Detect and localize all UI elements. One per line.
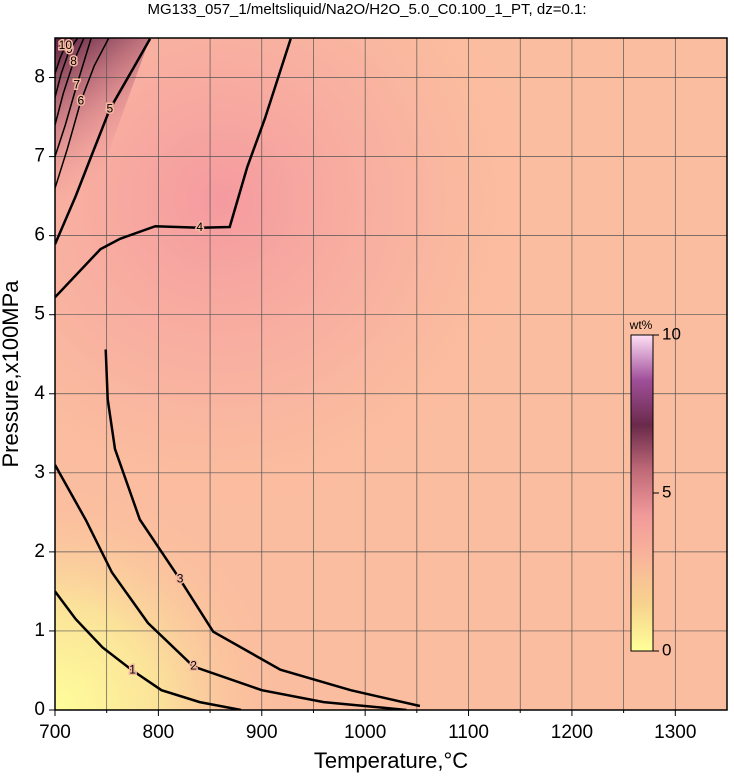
contour-label: 7 (73, 78, 80, 92)
contour-label: 4 (196, 220, 203, 234)
chart-title: MG133_057_1/meltsliquid/Na2O/H2O_5.0_C0.… (147, 1, 586, 18)
contour-line (55, 464, 407, 710)
contour-line (55, 38, 152, 245)
y-tick-label: 6 (34, 225, 45, 246)
contour-label: 8 (70, 54, 77, 68)
y-tick-label: 1 (34, 620, 45, 641)
x-tick-label: 900 (246, 722, 278, 743)
x-tick-label: 800 (143, 722, 175, 743)
plot-frame (54, 37, 728, 711)
y-tick-label: 0 (34, 699, 45, 720)
colorbar-tick-label: 0 (662, 640, 671, 659)
x-tick-label: 1100 (448, 722, 489, 743)
contour-line (55, 590, 242, 710)
contour-label: 5 (106, 101, 113, 115)
colorbar-tick-label: 10 (662, 324, 681, 343)
x-tick-label: 700 (39, 722, 71, 743)
y-axis-label: Pressure,x100MPa (0, 280, 23, 468)
contour-line (55, 38, 85, 126)
y-tick-label: 4 (34, 383, 45, 404)
y-tick-label: 5 (34, 304, 45, 325)
colorbar-label: wt% (629, 318, 653, 332)
contour-line (55, 38, 79, 98)
contour-label: 10 (59, 38, 73, 52)
contour-line (55, 38, 292, 299)
colorbar-ticks: 0 5 10 (653, 324, 681, 659)
field (55, 38, 727, 710)
contour-label: 3 (177, 572, 184, 586)
contour-label: 1 (129, 663, 136, 677)
contour-label: 9 (66, 42, 73, 56)
colorbar (630, 334, 654, 652)
x-tick-label: 1000 (344, 722, 386, 743)
contour-line (55, 38, 110, 189)
x-tick-label: 1300 (654, 722, 696, 743)
x-axis-label: Temperature,°C (314, 748, 468, 773)
y-tick-label: 7 (34, 146, 45, 167)
y-tick-label: 3 (34, 462, 45, 483)
contour-label: 2 (190, 659, 197, 673)
y-tick-label: 8 (34, 67, 45, 88)
x-tick-label: 1200 (551, 722, 593, 743)
contour-line (55, 38, 73, 74)
contour-line (55, 38, 92, 157)
contour-line (104, 349, 421, 708)
colorbar-tick-label: 5 (662, 482, 671, 501)
contour-label: 6 (78, 93, 85, 107)
y-tick-label: 2 (34, 541, 45, 562)
